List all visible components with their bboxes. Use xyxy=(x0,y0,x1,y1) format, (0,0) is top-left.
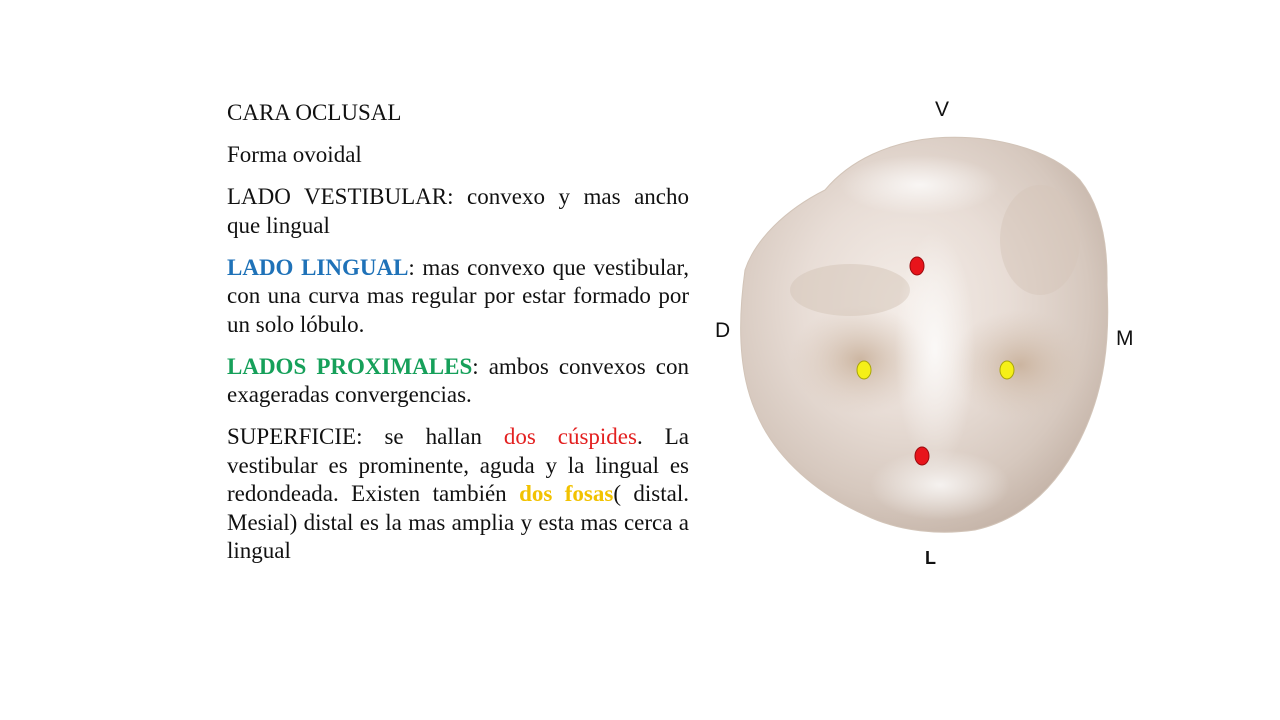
cuspides-highlight: dos cúspides xyxy=(503,424,637,449)
label-distal: D xyxy=(715,319,731,342)
distal-fossa-marker xyxy=(856,360,872,380)
tooth-occlusal-image xyxy=(740,136,1109,533)
distal-fossa-shade xyxy=(790,305,930,415)
label-vestibular: V xyxy=(935,98,950,121)
upper-left-groove xyxy=(790,264,910,316)
lingual-text: : mas convexo que vestibular, con una cu… xyxy=(227,254,689,337)
lingual-shine xyxy=(870,450,1010,520)
superficie-paragraph: SUPERFICIE: se hallan dos cúspides. La v… xyxy=(227,423,689,566)
vestibular-paragraph: LADO VESTIBULAR: convexo y mas ancho que… xyxy=(227,183,689,240)
superficie-part-1: SUPERFICIE: se hallan xyxy=(227,424,504,449)
proximales-label-1: LADOS xyxy=(227,353,307,379)
lingual-cusp-marker xyxy=(914,446,930,466)
lingual-paragraph: LADO LINGUAL: mas convexo que vestibular… xyxy=(227,254,689,340)
tooth-figure: V D M L xyxy=(700,90,1180,580)
vestibular-label: LADO VESTIBULAR xyxy=(227,184,448,209)
proximales-paragraph: LADOS PROXIMALES: ambos convexos con exa… xyxy=(227,353,689,410)
vestibular-shine xyxy=(840,155,1000,215)
mesial-fossa-shade xyxy=(950,310,1090,420)
lingual-label: LADO LINGUAL xyxy=(227,254,409,280)
heading: CARA OCLUSAL xyxy=(227,100,402,125)
proximales-label-2: PROXIMALES xyxy=(316,353,473,379)
label-lingual: L xyxy=(925,548,936,568)
upper-right-groove xyxy=(1000,185,1080,295)
fosas-highlight: dos fosas xyxy=(519,481,614,506)
vestibular-cusp-marker xyxy=(909,256,925,276)
proximales-text: : ambos convexos con exageradas converge… xyxy=(227,353,690,408)
vestibular-text: : convexo y mas ancho que lingual xyxy=(227,184,689,238)
central-ridge xyxy=(895,230,975,470)
mesial-fossa-marker xyxy=(999,360,1015,380)
text-column: CARA OCLUSAL Forma ovoidal LADO VESTIBUL… xyxy=(227,99,689,579)
superficie-part-2: . La vestibular es prominente, aguda y l… xyxy=(227,424,689,506)
forma-line: Forma ovoidal xyxy=(227,142,362,167)
label-mesial: M xyxy=(1116,327,1134,350)
superficie-part-3: ( distal. Mesial) distal es la mas ampli… xyxy=(227,481,689,563)
